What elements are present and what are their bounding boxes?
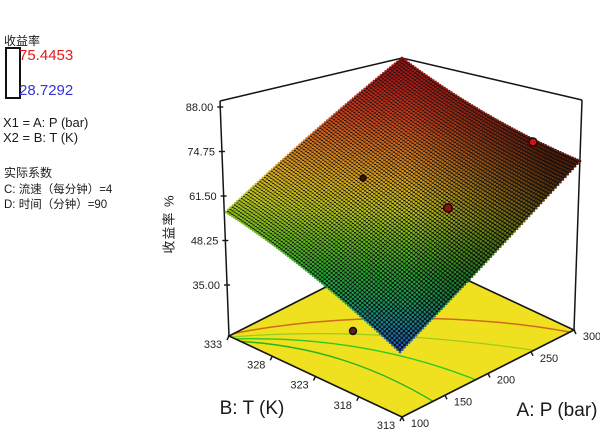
x2-factor-label: X2 = B: T (K): [3, 130, 79, 145]
x1-factor-label: X1 = A: P (bar): [3, 115, 89, 130]
a-axis-title: A: P (bar): [516, 400, 598, 421]
factor-d-label: D: 时间（分钟）=90: [4, 199, 108, 211]
legend-title: 收益率: [4, 34, 41, 48]
actual-factors-title: 实际系数: [4, 166, 53, 180]
legend-min-value: 28.7292: [19, 82, 74, 99]
factor-c-label: C: 流速（每分钟）=4: [4, 184, 113, 196]
z-axis-title: 收益率 %: [161, 194, 177, 254]
legend-max-value: 75.4453: [19, 47, 74, 64]
b-axis-title: B: T (K): [219, 398, 285, 419]
legend-color-bar: [5, 47, 21, 99]
